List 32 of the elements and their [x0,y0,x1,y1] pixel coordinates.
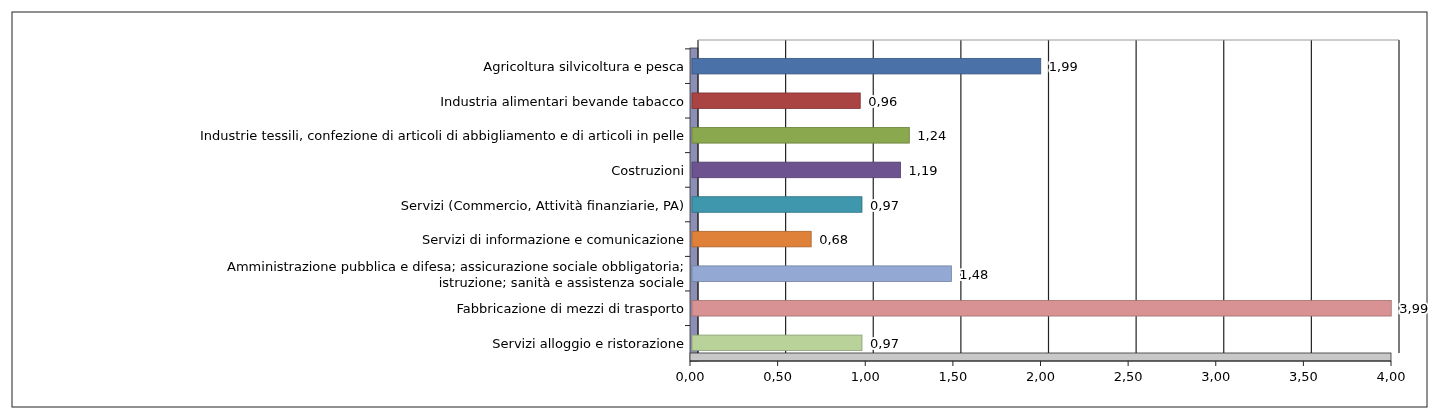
x-tick-label: 1,50 [938,369,968,384]
bar [691,127,910,144]
data-label: 1,99 [1048,59,1078,75]
x-tick-label: 3,00 [1201,369,1231,384]
bar [691,300,1392,317]
data-label: 0,68 [819,232,849,248]
bar [691,230,812,248]
x-tick-label: 4,00 [1376,369,1406,384]
data-label: 1,19 [908,162,938,178]
y-tick-label: Fabbricazione di mezzi di trasporto [456,301,685,317]
y-tick-label: Industrie tessili, confezione di articoli di abbigliamento e di articoli in pelle [199,128,684,144]
x-tick-label: 3,50 [1288,369,1318,384]
x-tick-label: 0,50 [763,369,793,384]
x-tick-label: 1,00 [850,369,880,384]
bar [691,196,863,213]
bar [691,57,1042,75]
data-label: 1,24 [917,128,947,144]
x-tick-label: 0,00 [675,369,705,384]
bar [691,92,861,109]
y-tick-label: Amministrazione pubblica e difesa; assicurazione sociale obbligatoria; istruzione; sanità e assistenza sociale [227,258,684,290]
y-tick-label: Costruzioni [611,162,684,178]
bar [691,265,952,282]
data-label: 3,99 [1399,301,1429,317]
bar [691,161,901,179]
y-tick-label: Servizi di informazione e comunicazione [421,232,684,248]
x-tick-label: 2,00 [1026,369,1055,384]
y-tick-label: Servizi alloggio e ristorazione [492,335,684,351]
y-tick-label: Servizi (Commercio, Attività finanziarie, PA) [400,197,684,213]
bar [691,334,863,352]
y-tick-label: Agricoltura silvicoltura e pesca [483,59,684,75]
y-tick-label: Industria alimentari bevande tabacco [440,93,685,109]
x-tick-label: 2,50 [1113,369,1143,384]
